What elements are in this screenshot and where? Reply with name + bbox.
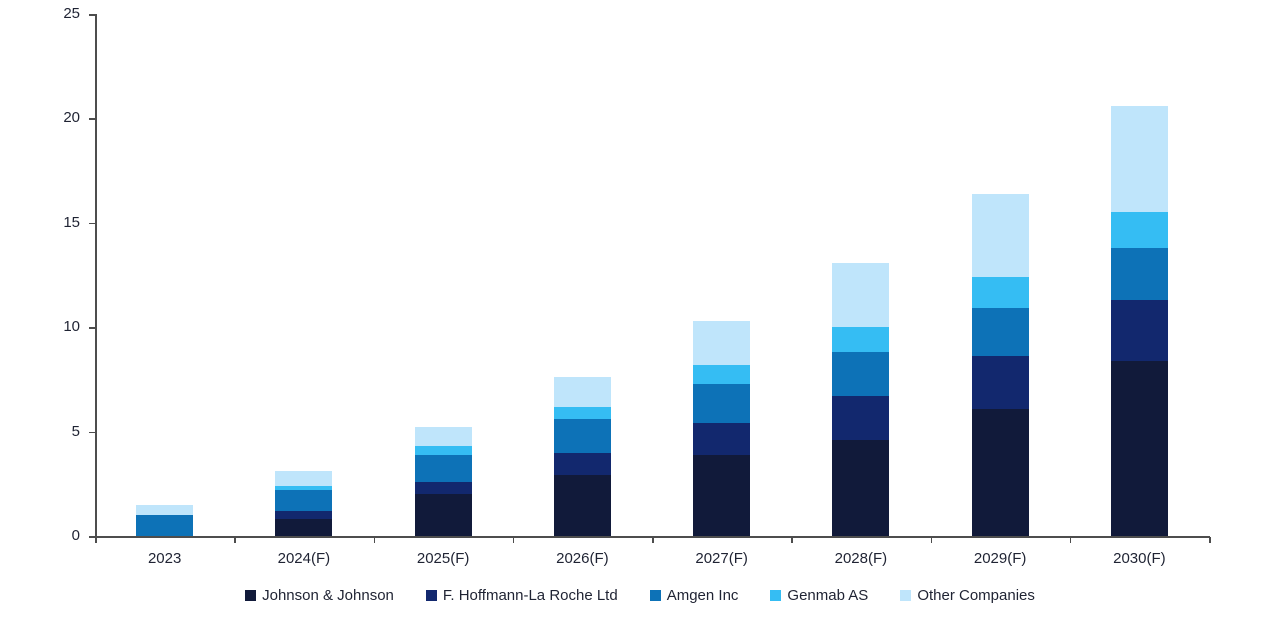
x-category-label: 2025(F) — [416, 550, 470, 567]
x-tick-mark — [930, 537, 932, 543]
legend-label: Genmab AS — [787, 587, 869, 604]
segment-other-companies — [553, 377, 611, 407]
segment-genmab-as — [414, 446, 472, 455]
legend-swatch-icon — [770, 590, 782, 601]
segment-other-companies — [693, 320, 751, 365]
legend-item-genmab-as: Genmab AS — [770, 587, 868, 604]
segment-amgen-inc — [414, 454, 472, 482]
bar-2024-f — [275, 471, 333, 536]
y-tick-mark — [89, 431, 95, 434]
segment-johnson-johnson — [832, 439, 890, 536]
segment-amgen-inc — [275, 490, 333, 511]
legend-item-other-companies: Other Companies — [900, 587, 1035, 604]
segment-other-companies — [1110, 105, 1168, 213]
y-tick-label: 25 — [63, 5, 80, 22]
x-tick-mark — [234, 537, 236, 543]
y-tick-mark — [89, 327, 95, 329]
y-tick-label: 15 — [63, 213, 80, 231]
x-tick-mark — [95, 537, 97, 543]
legend-label: F. Hoffmann-La Roche Ltd — [442, 587, 618, 604]
x-tick-mark — [1069, 537, 1072, 543]
segment-f-hoffmann-la-roche-ltd — [553, 452, 611, 476]
x-category-label: 2026(F) — [556, 550, 609, 567]
legend-item-f-hoffmann-la-roche-ltd: F. Hoffmann-La Roche Ltd — [425, 587, 618, 604]
legend-swatch-icon — [649, 590, 661, 601]
x-category-label: 2030(F) — [1113, 550, 1166, 567]
y-tick-label: 5 — [71, 422, 80, 440]
segment-genmab-as — [693, 364, 751, 384]
bar-2027-f — [693, 320, 751, 536]
y-axis-line — [95, 14, 97, 537]
x-axis-line — [95, 536, 1210, 538]
y-tick-label: 10 — [63, 318, 80, 336]
segment-johnson-johnson — [553, 475, 611, 536]
segment-other-companies — [832, 262, 890, 328]
x-tick-mark — [791, 537, 793, 543]
x-tick-mark — [652, 537, 654, 543]
segment-genmab-as — [832, 327, 890, 353]
x-category-label: 2027(F) — [695, 550, 748, 567]
x-category-label: 2028(F) — [834, 550, 888, 567]
x-category-label: 2023 — [147, 550, 182, 567]
segment-amgen-inc — [1110, 247, 1168, 301]
legend-swatch-icon — [900, 590, 912, 601]
legend-label: Other Companies — [917, 587, 1035, 604]
bar-2030-f — [1110, 105, 1168, 536]
segment-f-hoffmann-la-roche-ltd — [414, 481, 472, 495]
segment-other-companies — [971, 193, 1029, 278]
legend-label: Amgen Inc — [666, 587, 739, 604]
segment-f-hoffmann-la-roche-ltd — [832, 396, 890, 440]
bar-2026-f — [553, 377, 611, 536]
bar-2025-f — [414, 427, 472, 536]
segment-amgen-inc — [971, 308, 1029, 357]
x-tick-mark — [373, 537, 375, 543]
legend-label: Johnson & Johnson — [262, 587, 394, 604]
segment-johnson-johnson — [693, 454, 751, 536]
x-tick-mark — [1209, 537, 1211, 543]
segment-johnson-johnson — [1110, 360, 1168, 536]
segment-f-hoffmann-la-roche-ltd — [275, 510, 333, 520]
y-tick-mark — [89, 222, 95, 225]
segment-genmab-as — [275, 485, 333, 491]
segment-f-hoffmann-la-roche-ltd — [971, 356, 1029, 409]
bar-2028-f — [832, 262, 890, 536]
segment-johnson-johnson — [275, 519, 333, 536]
segment-genmab-as — [1110, 212, 1168, 248]
segment-genmab-as — [553, 406, 611, 420]
y-tick-mark — [89, 536, 95, 538]
segment-amgen-inc — [693, 383, 751, 424]
legend-swatch-icon — [245, 590, 257, 601]
x-tick-mark — [512, 537, 515, 543]
segment-f-hoffmann-la-roche-ltd — [693, 423, 751, 455]
legend: Johnson & Johnson F. Hoffmann-La Roche Lt… — [0, 587, 1280, 604]
segment-other-companies — [136, 504, 194, 516]
segment-genmab-as — [971, 277, 1029, 309]
segment-johnson-johnson — [414, 494, 472, 536]
segment-amgen-inc — [553, 419, 611, 453]
segment-f-hoffmann-la-roche-ltd — [1110, 300, 1168, 361]
x-category-label: 2024(F) — [277, 550, 331, 567]
y-tick-label: 20 — [63, 109, 80, 127]
y-tick-label: 0 — [71, 527, 80, 544]
segment-other-companies — [414, 427, 472, 447]
segment-amgen-inc — [136, 515, 194, 536]
segment-other-companies — [275, 471, 333, 486]
legend-swatch-icon — [425, 590, 437, 601]
y-tick-mark — [89, 14, 95, 16]
bar-2029-f — [971, 193, 1029, 536]
legend-item-johnson-johnson: Johnson & Johnson — [245, 587, 394, 604]
segment-johnson-johnson — [971, 408, 1029, 536]
x-category-label: 2029(F) — [973, 550, 1027, 567]
segment-amgen-inc — [832, 352, 890, 397]
legend-item-amgen-inc: Amgen Inc — [649, 587, 739, 604]
bar-2023 — [136, 504, 194, 536]
y-tick-mark — [89, 118, 95, 120]
